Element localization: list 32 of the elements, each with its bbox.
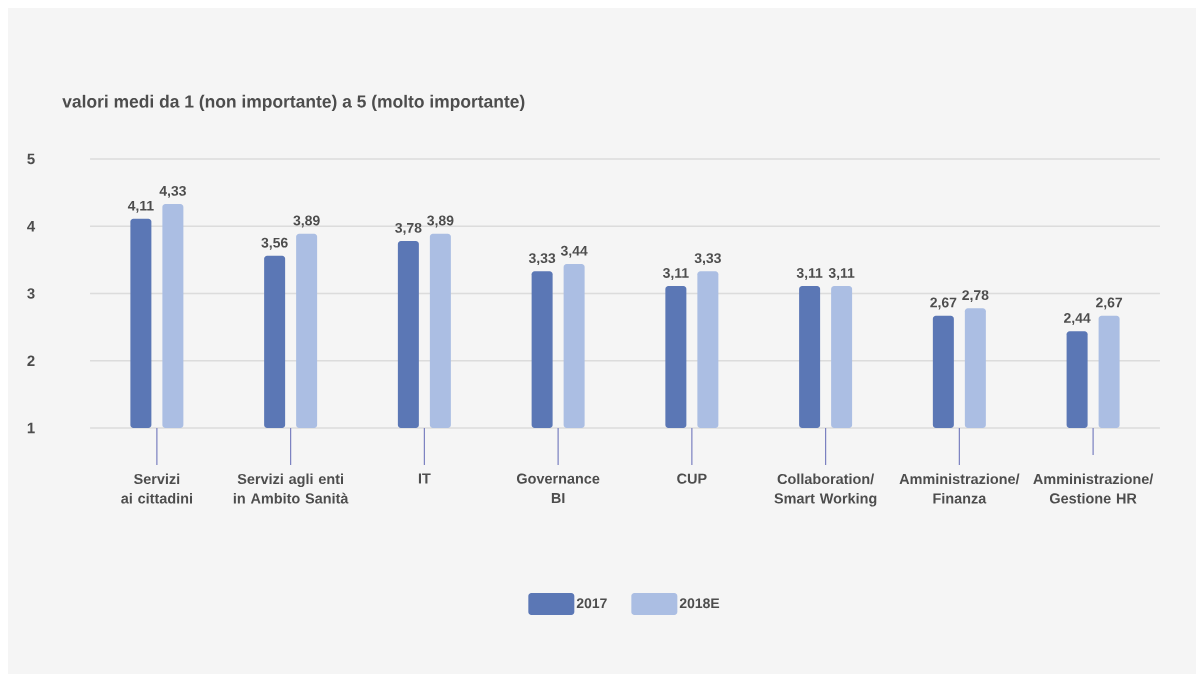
- data-label: 3,89: [427, 215, 454, 228]
- data-label: 4,33: [159, 185, 186, 198]
- data-label: 3,56: [261, 237, 288, 250]
- x-tick-label: Servizi ai cittadini: [121, 473, 192, 504]
- x-tick-label: Amministrazione/ Finanza: [899, 473, 1020, 504]
- data-label: 2,44: [1064, 313, 1091, 325]
- data-label: 4,11: [127, 200, 154, 213]
- x-tick-label: Servizi agli enti in Ambito Sanità: [233, 473, 349, 504]
- chart-title: valori medi da 1 (non importante) a 5 (molto importante): [62, 94, 525, 112]
- data-label: 3,44: [560, 245, 588, 258]
- y-tick-label: 4: [27, 221, 36, 232]
- y-tick-label: 5: [27, 153, 35, 165]
- data-label: 3,78: [395, 222, 422, 235]
- data-label: 3,33: [528, 253, 556, 266]
- x-tick-label: CUP: [677, 473, 707, 484]
- x-tick-label: Amministrazione/ Gestione HR: [1033, 473, 1154, 504]
- data-label: 2,78: [962, 290, 989, 303]
- data-label: 2,67: [1096, 297, 1123, 310]
- x-tick-label: Collaboration/ Smart Working: [774, 473, 877, 507]
- data-label: 3,33: [694, 253, 721, 266]
- data-label: 3,89: [293, 215, 320, 228]
- y-tick-label: 1: [27, 422, 35, 434]
- y-tick-label: 2: [27, 355, 35, 366]
- data-label: 2,67: [930, 297, 957, 310]
- legend-label: 2018E: [679, 598, 720, 609]
- x-tick-label: Governance BI: [516, 473, 600, 504]
- x-tick-label: IT: [418, 473, 431, 484]
- data-label: 3,11: [828, 267, 855, 280]
- legend-label: 2017: [576, 598, 607, 609]
- y-tick-label: 3: [27, 288, 35, 299]
- data-label: 3,11: [796, 267, 823, 280]
- data-label: 3,11: [662, 267, 689, 280]
